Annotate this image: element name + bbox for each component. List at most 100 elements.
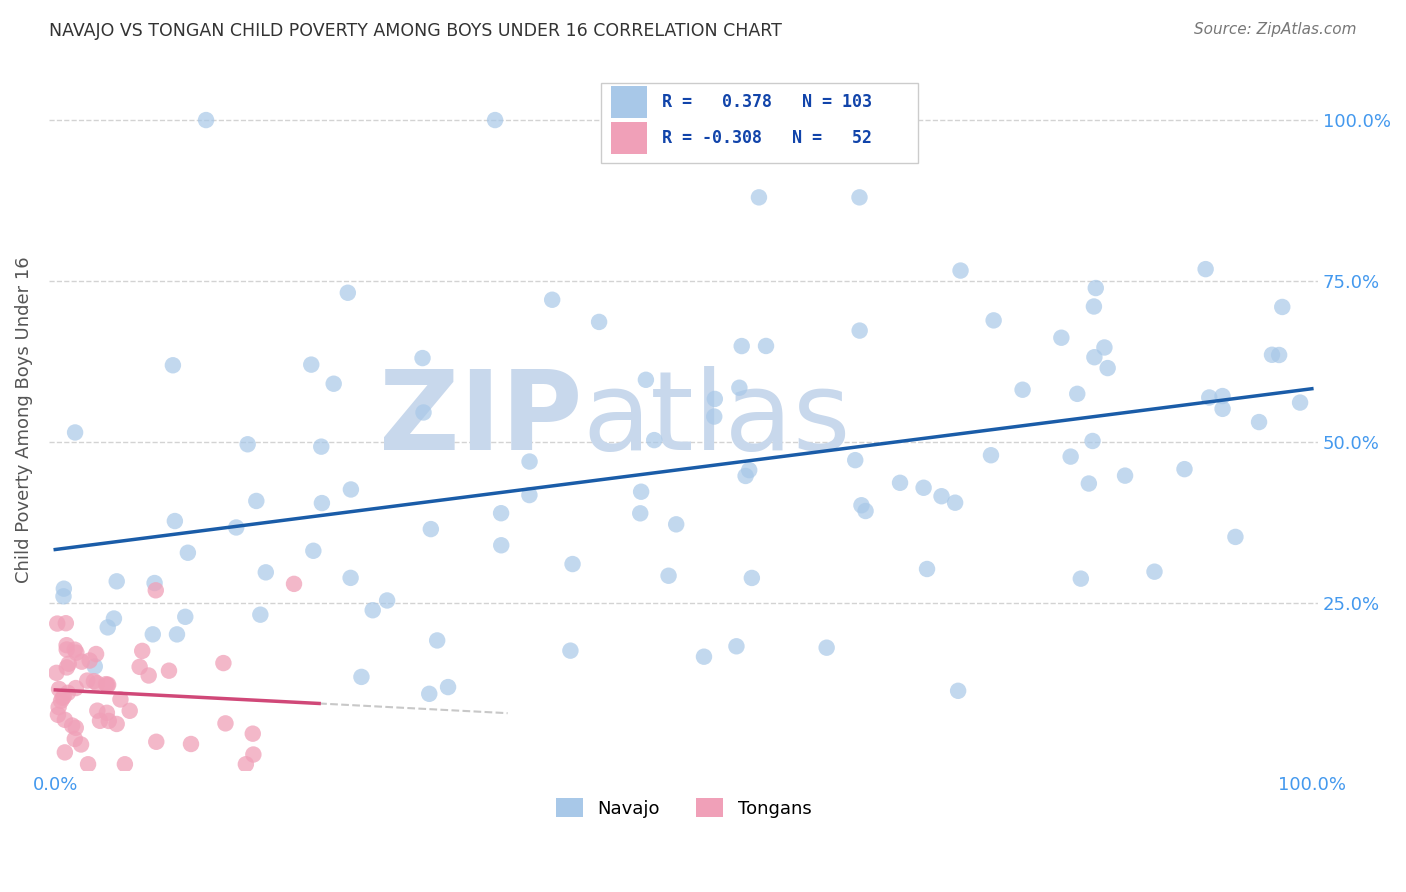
Point (96, 706, 118, 720)
Point (242, 747, 264, 762)
Point (1011, 383, 1033, 397)
Point (731, 339, 754, 353)
Point (63, 642, 86, 657)
Point (48, 700, 70, 714)
Point (628, 506, 651, 520)
Point (53, 713, 76, 727)
Point (426, 633, 449, 648)
Point (56, 660, 79, 674)
Point (630, 484, 652, 499)
Point (1173, 462, 1195, 476)
Point (755, 339, 778, 353)
Point (1268, 348, 1291, 362)
Point (162, 358, 184, 372)
Point (1212, 401, 1234, 416)
Point (70, 655, 93, 669)
Point (658, 568, 681, 582)
Point (412, 405, 434, 419)
Text: Source: ZipAtlas.com: Source: ZipAtlas.com (1194, 22, 1357, 37)
Point (665, 517, 688, 532)
Point (70, 738, 93, 752)
Point (97, 620, 120, 634)
Text: atlas: atlas (582, 366, 851, 473)
Point (110, 692, 132, 706)
Point (1066, 387, 1088, 401)
Point (83, 674, 105, 689)
Point (84, 647, 107, 661)
Point (418, 687, 440, 701)
Point (1271, 300, 1294, 314)
Text: ZIP: ZIP (378, 366, 582, 473)
Point (519, 454, 541, 468)
Point (56, 686, 79, 700)
Point (1050, 331, 1073, 345)
Point (58, 657, 80, 671)
Point (79, 654, 101, 668)
Point (166, 627, 188, 641)
Point (560, 643, 582, 657)
Point (748, 190, 770, 204)
Point (1261, 348, 1284, 362)
Point (1194, 262, 1216, 277)
Point (1198, 391, 1220, 405)
Point (235, 757, 257, 772)
Point (52, 582, 75, 596)
Point (143, 576, 166, 591)
Point (163, 514, 186, 528)
Point (1211, 389, 1233, 403)
FancyBboxPatch shape (612, 87, 647, 118)
Point (1143, 565, 1166, 579)
Point (943, 496, 966, 510)
Point (703, 409, 725, 424)
Point (96, 678, 118, 692)
Point (322, 376, 344, 391)
Point (1094, 341, 1116, 355)
Point (55, 642, 77, 657)
Point (128, 660, 150, 674)
Point (63, 425, 86, 440)
Point (157, 664, 180, 678)
Point (118, 704, 141, 718)
Point (177, 546, 200, 560)
Point (741, 571, 763, 585)
Text: R =   0.378   N = 103: R = 0.378 N = 103 (662, 94, 872, 112)
Text: NAVAJO VS TONGAN CHILD POVERTY AMONG BOYS UNDER 16 CORRELATION CHART: NAVAJO VS TONGAN CHILD POVERTY AMONG BOY… (49, 22, 782, 40)
Point (912, 481, 935, 495)
Point (725, 640, 748, 654)
Point (738, 463, 761, 477)
Point (94, 677, 117, 691)
Point (236, 437, 259, 451)
Point (1225, 530, 1247, 544)
Point (851, 498, 873, 512)
Point (1081, 434, 1104, 448)
Point (214, 716, 236, 731)
Point (728, 381, 751, 395)
Point (145, 735, 167, 749)
Point (76, 673, 98, 688)
Point (336, 285, 359, 300)
Point (86, 676, 108, 690)
Point (734, 469, 756, 483)
Point (180, 737, 202, 751)
Point (703, 392, 725, 406)
Point (931, 489, 953, 503)
Point (844, 453, 866, 467)
Point (1097, 361, 1119, 376)
Legend: Navajo, Tongans: Navajo, Tongans (548, 791, 818, 825)
Point (1070, 572, 1092, 586)
Point (60, 718, 83, 732)
Point (484, 113, 506, 128)
Point (588, 315, 610, 329)
Point (361, 603, 384, 617)
Point (1289, 395, 1312, 409)
Point (174, 610, 197, 624)
Point (55, 638, 77, 652)
Point (855, 504, 877, 518)
Point (103, 611, 125, 625)
Point (889, 475, 911, 490)
Point (145, 583, 167, 598)
Point (1084, 281, 1107, 295)
Point (63, 731, 86, 746)
Point (45, 665, 67, 680)
Point (980, 448, 1002, 462)
